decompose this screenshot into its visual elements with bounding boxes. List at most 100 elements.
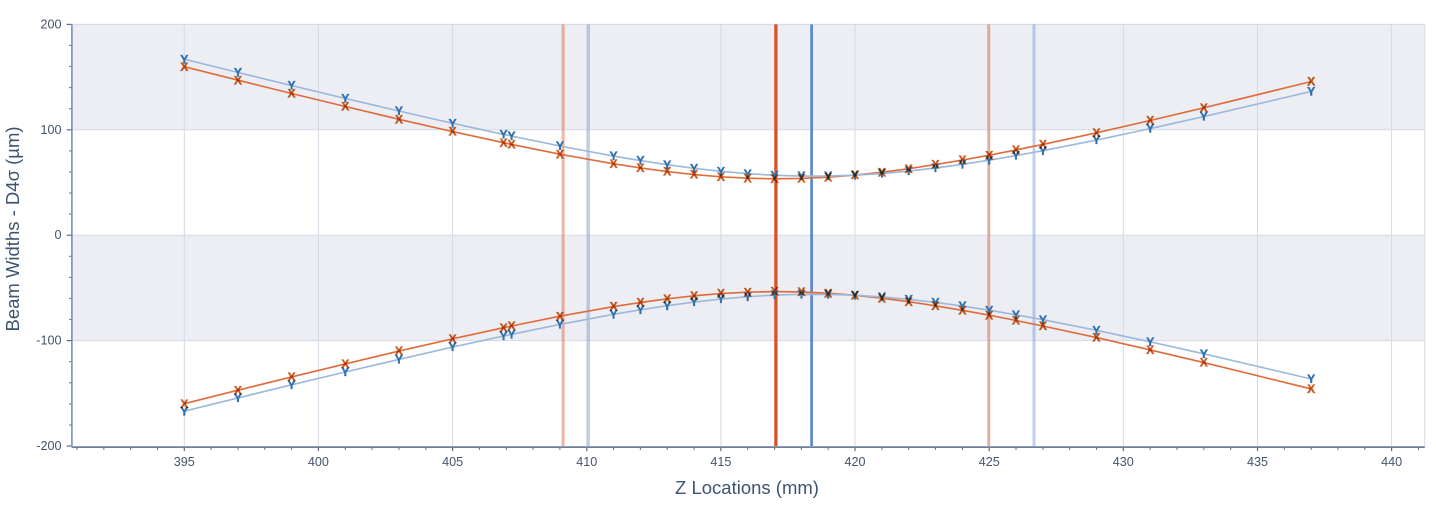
svg-text:X: X bbox=[508, 319, 517, 333]
svg-text:X: X bbox=[636, 296, 645, 310]
svg-text:Y: Y bbox=[717, 292, 725, 306]
svg-text:Y: Y bbox=[1146, 122, 1154, 136]
svg-text:X: X bbox=[395, 344, 404, 358]
svg-text:X: X bbox=[905, 295, 914, 309]
svg-text:X: X bbox=[610, 300, 619, 314]
svg-text:X: X bbox=[824, 286, 833, 300]
svg-text:X: X bbox=[797, 285, 806, 299]
svg-text:Y: Y bbox=[824, 169, 832, 183]
svg-text:X: X bbox=[663, 165, 672, 179]
svg-text:Y: Y bbox=[395, 353, 403, 367]
svg-text:Y: Y bbox=[1200, 347, 1208, 361]
svg-text:Y: Y bbox=[931, 161, 939, 175]
svg-text:X: X bbox=[1200, 356, 1209, 370]
svg-text:X: X bbox=[717, 287, 726, 301]
svg-text:Y: Y bbox=[610, 149, 618, 163]
svg-text:X: X bbox=[1200, 101, 1209, 115]
svg-text:X: X bbox=[1092, 126, 1101, 140]
svg-text:405: 405 bbox=[442, 455, 463, 469]
svg-text:X: X bbox=[771, 172, 780, 186]
svg-text:X: X bbox=[288, 370, 297, 384]
svg-text:X: X bbox=[395, 112, 404, 126]
svg-text:-200: -200 bbox=[36, 439, 61, 453]
svg-text:Y: Y bbox=[449, 116, 457, 130]
svg-text:Y: Y bbox=[824, 288, 832, 302]
svg-text:Y: Y bbox=[958, 157, 966, 171]
svg-text:Y: Y bbox=[905, 292, 913, 306]
svg-text:Y: Y bbox=[663, 299, 671, 313]
svg-text:Y: Y bbox=[395, 104, 403, 118]
svg-text:Y: Y bbox=[851, 288, 859, 302]
svg-text:Y: Y bbox=[744, 167, 752, 181]
svg-text:X: X bbox=[288, 87, 297, 101]
svg-text:X: X bbox=[1039, 138, 1048, 152]
svg-text:Y: Y bbox=[851, 168, 859, 182]
svg-text:X: X bbox=[851, 168, 860, 182]
svg-text:Y: Y bbox=[1039, 313, 1047, 327]
svg-text:440: 440 bbox=[1381, 455, 1402, 469]
svg-text:X: X bbox=[851, 288, 860, 302]
svg-text:X: X bbox=[931, 299, 940, 313]
svg-text:Y: Y bbox=[717, 164, 725, 178]
svg-text:X: X bbox=[610, 157, 619, 171]
svg-text:X: X bbox=[556, 147, 565, 161]
svg-text:Y: Y bbox=[1146, 335, 1154, 349]
svg-text:X: X bbox=[905, 162, 914, 176]
svg-text:X: X bbox=[663, 292, 672, 306]
svg-text:X: X bbox=[1307, 75, 1316, 89]
svg-text:Y: Y bbox=[508, 327, 516, 341]
svg-text:X: X bbox=[797, 172, 806, 186]
svg-text:X: X bbox=[958, 153, 967, 167]
svg-text:400: 400 bbox=[308, 455, 329, 469]
svg-text:Beam Widths - D4σ (µm): Beam Widths - D4σ (µm) bbox=[2, 126, 23, 331]
svg-text:200: 200 bbox=[40, 17, 61, 31]
svg-text:X: X bbox=[636, 161, 645, 175]
svg-text:Y: Y bbox=[771, 168, 779, 182]
svg-text:Y: Y bbox=[1039, 144, 1047, 158]
svg-text:Y: Y bbox=[288, 79, 296, 93]
svg-text:Y: Y bbox=[797, 169, 805, 183]
svg-text:X: X bbox=[717, 170, 726, 184]
svg-text:X: X bbox=[1146, 343, 1155, 357]
svg-text:Y: Y bbox=[341, 365, 349, 379]
svg-text:X: X bbox=[744, 171, 753, 185]
svg-text:X: X bbox=[1146, 114, 1155, 128]
svg-text:Y: Y bbox=[1307, 85, 1315, 99]
svg-text:Y: Y bbox=[1012, 308, 1020, 322]
svg-text:Y: Y bbox=[797, 287, 805, 301]
svg-text:395: 395 bbox=[174, 455, 195, 469]
svg-text:X: X bbox=[690, 168, 699, 182]
svg-text:-100: -100 bbox=[36, 334, 61, 348]
svg-text:Y: Y bbox=[958, 299, 966, 313]
svg-text:Y: Y bbox=[690, 295, 698, 309]
svg-text:X: X bbox=[958, 303, 967, 317]
svg-text:410: 410 bbox=[576, 455, 597, 469]
svg-text:430: 430 bbox=[1113, 455, 1134, 469]
svg-text:X: X bbox=[1012, 314, 1021, 328]
svg-text:X: X bbox=[1039, 319, 1048, 333]
svg-text:Y: Y bbox=[234, 391, 242, 405]
svg-text:420: 420 bbox=[844, 455, 865, 469]
svg-text:Y: Y bbox=[663, 158, 671, 172]
svg-text:X: X bbox=[500, 321, 509, 335]
svg-text:Y: Y bbox=[1092, 323, 1100, 337]
svg-text:Y: Y bbox=[878, 290, 886, 304]
svg-text:Y: Y bbox=[556, 318, 564, 332]
svg-text:X: X bbox=[771, 285, 780, 299]
svg-text:Y: Y bbox=[508, 129, 516, 143]
svg-text:415: 415 bbox=[710, 455, 731, 469]
svg-text:Y: Y bbox=[771, 288, 779, 302]
svg-text:X: X bbox=[556, 309, 565, 323]
svg-text:Y: Y bbox=[1012, 149, 1020, 163]
svg-text:Y: Y bbox=[341, 92, 349, 106]
svg-text:Y: Y bbox=[744, 290, 752, 304]
svg-text:X: X bbox=[1092, 331, 1101, 345]
svg-text:X: X bbox=[449, 125, 458, 139]
svg-text:0: 0 bbox=[54, 228, 61, 242]
svg-text:Y: Y bbox=[985, 153, 993, 167]
svg-text:Y: Y bbox=[636, 154, 644, 168]
svg-text:Y: Y bbox=[180, 404, 188, 418]
svg-text:Y: Y bbox=[610, 307, 618, 321]
svg-text:X: X bbox=[985, 308, 994, 322]
svg-text:Y: Y bbox=[500, 329, 508, 343]
